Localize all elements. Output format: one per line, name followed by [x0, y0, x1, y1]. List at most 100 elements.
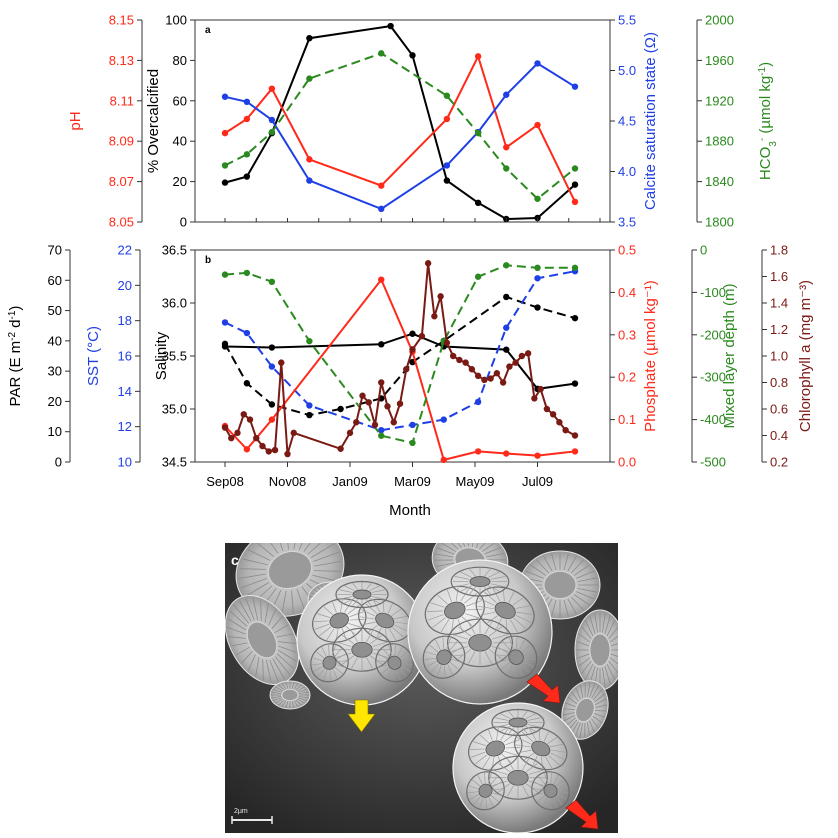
data-point — [390, 419, 397, 426]
tick-label: 0.0 — [618, 455, 636, 470]
data-point — [306, 156, 313, 163]
data-point — [221, 129, 229, 137]
axis-title-sst: SST (°C) — [85, 326, 102, 386]
series-calcite-saturation-state — [221, 60, 579, 213]
data-point — [474, 199, 482, 207]
coccolith-plate — [225, 594, 300, 686]
tick-label: 16 — [118, 349, 132, 364]
tick-label: 0.5 — [618, 243, 636, 258]
panel-b-axes: 0 10 20 30 40 50 60 70 PAR (E m-2 d-1) 10 12 14 16 18… — [7, 243, 815, 470]
data-point — [571, 83, 579, 90]
data-point — [549, 411, 557, 418]
data-point — [556, 419, 563, 426]
tick-label: 3.5 — [618, 215, 636, 230]
tick-label: 60 — [173, 93, 187, 108]
red-arrow-icon — [565, 799, 599, 830]
data-point — [243, 173, 251, 180]
data-point — [493, 370, 501, 377]
axis-sst: 10 12 14 16 18 20 22 SST (°C) — [85, 243, 141, 470]
tick-label: 2000 — [705, 13, 734, 28]
data-point — [387, 22, 394, 30]
tick-label: 0.1 — [618, 412, 636, 427]
data-point — [403, 366, 410, 373]
axis-title-chl: Chlorophyll a (mg m⁻³) — [797, 280, 814, 432]
data-point — [268, 278, 276, 285]
series-line — [224, 277, 576, 462]
coccosphere — [452, 702, 584, 833]
data-point — [268, 401, 276, 408]
series-chlorophyll-a — [221, 260, 579, 458]
series-sst — [221, 268, 579, 434]
tick-label: 10 — [48, 424, 62, 439]
data-point — [456, 356, 463, 364]
axis-title-sal: Salinity — [153, 331, 170, 380]
data-point — [534, 452, 541, 459]
data-point — [306, 177, 313, 184]
data-point — [474, 129, 482, 137]
data-point — [534, 195, 541, 202]
data-point — [503, 165, 510, 172]
data-point — [462, 359, 469, 366]
tick-label: 8.07 — [109, 174, 134, 189]
axis-pct: 0 20 40 60 80 100 % Overcalcified — [145, 13, 196, 230]
tick-label: 1840 — [705, 174, 734, 189]
panel-b-label: b — [205, 255, 211, 266]
series--overcalcified — [221, 22, 579, 223]
tick-label: 40 — [48, 333, 62, 348]
tick-label: 4.0 — [618, 164, 636, 179]
coccosphere — [407, 559, 553, 705]
tick-label: 1.0 — [770, 349, 788, 364]
tick-label: 0.8 — [770, 375, 788, 390]
data-point — [534, 214, 541, 222]
data-point — [474, 398, 482, 406]
data-point — [221, 162, 229, 169]
tick-label: 1.2 — [770, 322, 788, 337]
x-tick-label: Jan09 — [332, 474, 367, 489]
data-point — [378, 341, 385, 348]
data-point — [228, 434, 235, 442]
tick-label: 36.5 — [162, 243, 187, 258]
data-point — [221, 424, 229, 431]
tick-label: 14 — [118, 384, 132, 399]
data-point — [268, 363, 276, 370]
data-point — [503, 346, 510, 353]
axis-phos: 0.0 0.1 0.2 0.3 0.4 0.5 Phosphate (µmol kg⁻¹) — [609, 243, 659, 470]
tick-label: 1960 — [705, 53, 734, 68]
tick-label: 80 — [173, 53, 187, 68]
data-point — [409, 330, 416, 337]
data-point — [378, 432, 385, 439]
series-line — [224, 332, 576, 390]
tick-label: 10 — [118, 455, 132, 470]
data-point — [571, 314, 579, 322]
data-point — [290, 429, 297, 437]
data-point — [243, 115, 251, 123]
data-point — [378, 182, 385, 189]
data-point — [268, 128, 276, 136]
tick-label: 0.2 — [618, 370, 636, 385]
tick-label: 50 — [48, 303, 62, 318]
data-point — [443, 177, 451, 184]
data-point — [506, 363, 513, 370]
panel-b-line-chart: b 0 10 20 30 40 50 60 70 PAR (E m-2 d-1) 10 12 14 16… — [7, 218, 815, 519]
sem-coccospheres — [296, 559, 584, 833]
data-point — [474, 273, 482, 280]
tick-label: 1800 — [705, 215, 734, 230]
panel-b-series — [221, 260, 579, 464]
axis-title-pct: % Overcalcified — [145, 69, 162, 173]
tick-label: 1.4 — [770, 296, 788, 311]
coccolith-plate — [269, 680, 311, 710]
panel-b-frame — [194, 249, 611, 463]
data-point — [468, 366, 476, 373]
tick-label: 1.8 — [770, 243, 788, 258]
data-point — [503, 91, 510, 98]
data-point — [474, 372, 482, 380]
data-point — [571, 380, 579, 387]
yellow-arrow-icon — [347, 699, 376, 733]
data-point — [253, 434, 260, 442]
data-point — [440, 416, 447, 423]
data-point — [571, 181, 579, 188]
tick-label: 1880 — [705, 134, 734, 149]
axis-sal: 34.5 35.0 35.5 36.0 36.5 Salinity — [153, 243, 196, 470]
